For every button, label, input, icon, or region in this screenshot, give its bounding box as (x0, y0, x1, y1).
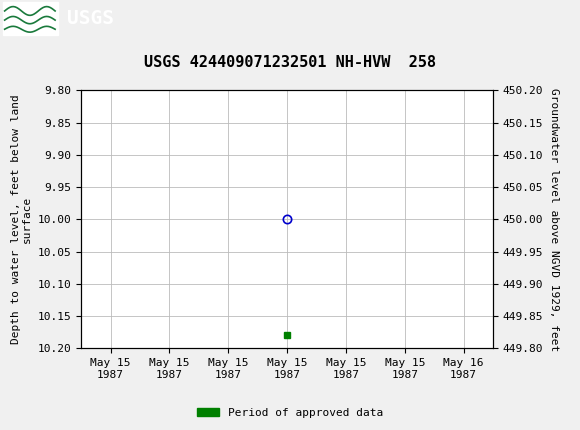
Text: USGS: USGS (67, 9, 114, 28)
Legend: Period of approved data: Period of approved data (193, 403, 387, 422)
Text: USGS 424409071232501 NH-HVW  258: USGS 424409071232501 NH-HVW 258 (144, 55, 436, 70)
Bar (3, 2, 58, 35)
Y-axis label: Groundwater level above NGVD 1929, feet: Groundwater level above NGVD 1929, feet (549, 88, 559, 351)
Y-axis label: Depth to water level, feet below land
surface: Depth to water level, feet below land su… (10, 95, 32, 344)
